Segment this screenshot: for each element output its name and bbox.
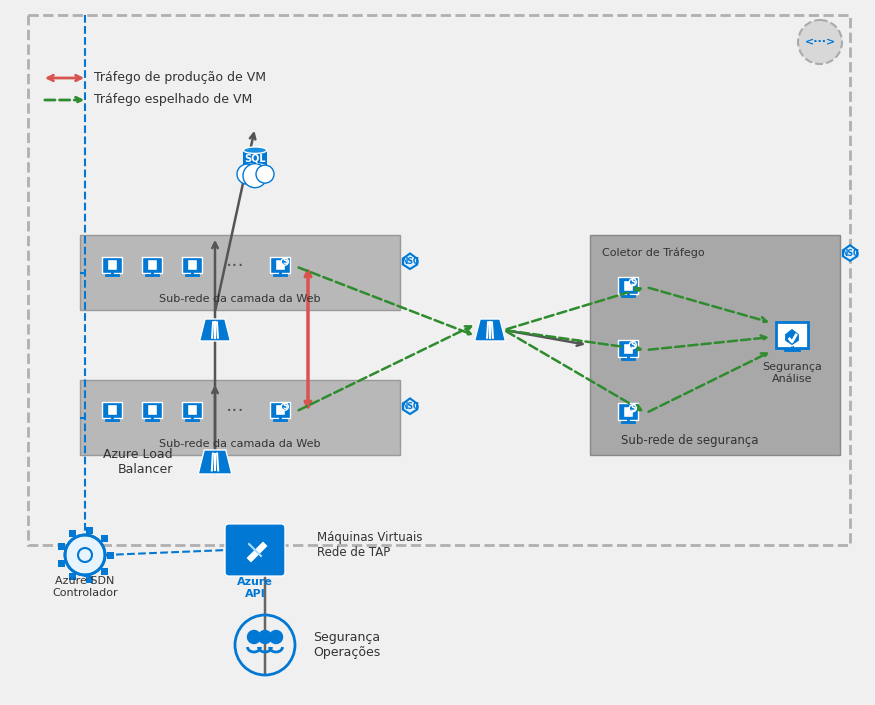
Circle shape bbox=[258, 630, 271, 644]
FancyBboxPatch shape bbox=[101, 535, 108, 542]
FancyBboxPatch shape bbox=[619, 403, 638, 419]
FancyBboxPatch shape bbox=[58, 560, 65, 567]
FancyBboxPatch shape bbox=[619, 341, 638, 357]
FancyBboxPatch shape bbox=[143, 402, 162, 418]
Bar bbox=[80, 380, 400, 455]
Text: Tráfego de produção de VM: Tráfego de produção de VM bbox=[94, 71, 266, 85]
Polygon shape bbox=[199, 450, 232, 474]
FancyBboxPatch shape bbox=[86, 576, 93, 583]
Text: NSG: NSG bbox=[401, 403, 419, 412]
Polygon shape bbox=[402, 398, 417, 414]
Bar bbox=[590, 235, 840, 455]
Text: ···: ··· bbox=[226, 402, 244, 421]
Polygon shape bbox=[843, 245, 858, 261]
Text: Segurança
Operações: Segurança Operações bbox=[313, 631, 381, 659]
FancyBboxPatch shape bbox=[102, 257, 122, 273]
Text: Máquinas Virtuais
Rede de TAP: Máquinas Virtuais Rede de TAP bbox=[317, 531, 423, 559]
FancyBboxPatch shape bbox=[182, 402, 202, 418]
FancyBboxPatch shape bbox=[270, 402, 290, 418]
Circle shape bbox=[256, 165, 274, 183]
Text: S: S bbox=[282, 257, 288, 266]
Text: Coletor de Tráfego: Coletor de Tráfego bbox=[602, 247, 704, 257]
FancyBboxPatch shape bbox=[225, 524, 285, 576]
Polygon shape bbox=[474, 319, 506, 341]
Circle shape bbox=[248, 630, 261, 644]
Circle shape bbox=[281, 258, 289, 265]
Text: NSG: NSG bbox=[841, 249, 859, 258]
FancyBboxPatch shape bbox=[275, 259, 285, 271]
Polygon shape bbox=[200, 319, 230, 341]
FancyBboxPatch shape bbox=[776, 322, 808, 348]
Text: NSG: NSG bbox=[401, 257, 419, 266]
Text: Azure SDN
Controlador: Azure SDN Controlador bbox=[52, 576, 118, 598]
Circle shape bbox=[243, 164, 267, 188]
Text: S: S bbox=[630, 404, 635, 412]
FancyBboxPatch shape bbox=[69, 530, 76, 537]
Text: Azure Load
Balancer: Azure Load Balancer bbox=[103, 448, 173, 476]
FancyBboxPatch shape bbox=[107, 259, 117, 271]
Circle shape bbox=[629, 278, 636, 286]
Text: S: S bbox=[630, 278, 635, 287]
Circle shape bbox=[281, 403, 289, 410]
Text: S: S bbox=[630, 341, 635, 350]
FancyBboxPatch shape bbox=[622, 406, 634, 417]
FancyBboxPatch shape bbox=[102, 402, 122, 418]
FancyBboxPatch shape bbox=[146, 405, 158, 415]
FancyBboxPatch shape bbox=[186, 259, 198, 271]
Ellipse shape bbox=[243, 164, 267, 171]
FancyBboxPatch shape bbox=[101, 568, 108, 575]
FancyBboxPatch shape bbox=[275, 405, 285, 415]
Text: S: S bbox=[282, 402, 288, 411]
FancyBboxPatch shape bbox=[270, 257, 290, 273]
FancyBboxPatch shape bbox=[619, 277, 638, 293]
FancyBboxPatch shape bbox=[69, 573, 76, 580]
Circle shape bbox=[629, 405, 636, 412]
Text: Segurança
Análise: Segurança Análise bbox=[762, 362, 822, 384]
FancyBboxPatch shape bbox=[58, 543, 65, 550]
Polygon shape bbox=[784, 328, 800, 346]
Text: SQL: SQL bbox=[244, 154, 266, 164]
Text: ···: ··· bbox=[226, 257, 244, 276]
FancyBboxPatch shape bbox=[107, 551, 114, 558]
FancyBboxPatch shape bbox=[146, 259, 158, 271]
FancyBboxPatch shape bbox=[622, 280, 634, 291]
Circle shape bbox=[78, 548, 92, 562]
FancyBboxPatch shape bbox=[186, 405, 198, 415]
Circle shape bbox=[237, 164, 257, 184]
Bar bbox=[243, 150, 267, 167]
Bar bbox=[28, 15, 850, 545]
Text: Sub-rede de segurança: Sub-rede de segurança bbox=[621, 434, 759, 447]
Text: <···>: <···> bbox=[804, 37, 836, 47]
FancyBboxPatch shape bbox=[622, 343, 634, 354]
Ellipse shape bbox=[243, 147, 267, 154]
Text: Tráfego espelhado de VM: Tráfego espelhado de VM bbox=[94, 94, 252, 106]
Polygon shape bbox=[402, 254, 417, 269]
FancyBboxPatch shape bbox=[107, 405, 117, 415]
Text: Sub-rede da camada da Web: Sub-rede da camada da Web bbox=[159, 294, 321, 304]
Text: Sub-rede da camada da Web: Sub-rede da camada da Web bbox=[159, 439, 321, 449]
Circle shape bbox=[629, 342, 636, 349]
Bar bbox=[80, 235, 400, 310]
Polygon shape bbox=[247, 542, 267, 562]
Circle shape bbox=[65, 535, 105, 575]
FancyBboxPatch shape bbox=[143, 257, 162, 273]
FancyBboxPatch shape bbox=[86, 527, 93, 534]
Text: Azure
API: Azure API bbox=[237, 577, 273, 599]
FancyBboxPatch shape bbox=[182, 257, 202, 273]
Circle shape bbox=[798, 20, 842, 64]
Circle shape bbox=[270, 630, 283, 644]
